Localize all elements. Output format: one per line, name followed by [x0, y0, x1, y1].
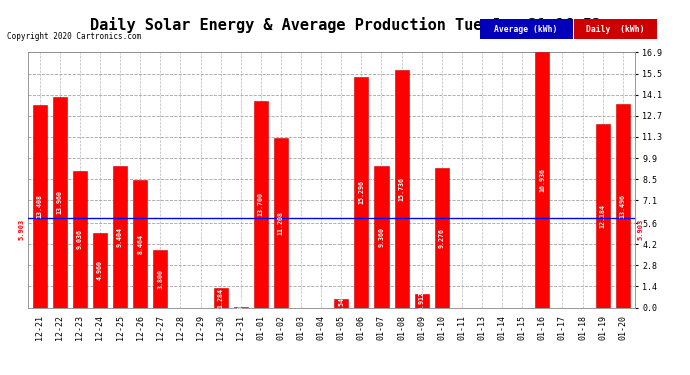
Text: 9.404: 9.404 [117, 226, 123, 246]
Text: 16.936: 16.936 [540, 168, 545, 192]
Bar [254, 101, 268, 308]
Text: 12.184: 12.184 [600, 204, 606, 228]
Text: 1.284: 1.284 [217, 288, 224, 308]
Text: 11.208: 11.208 [278, 211, 284, 235]
Bar [415, 294, 428, 308]
Text: Copyright 2020 Cartronics.com: Copyright 2020 Cartronics.com [7, 32, 141, 41]
Bar [274, 138, 288, 308]
Text: 9.276: 9.276 [439, 228, 445, 248]
Text: 0.912: 0.912 [419, 291, 424, 310]
Bar [535, 52, 549, 308]
Text: 15.736: 15.736 [399, 177, 404, 201]
Bar [395, 70, 408, 308]
Bar [113, 166, 127, 308]
Text: 0.548: 0.548 [338, 293, 344, 314]
Text: Average (kWh): Average (kWh) [495, 25, 558, 34]
Bar [32, 105, 47, 308]
Bar [153, 250, 168, 307]
Text: 3.800: 3.800 [157, 269, 164, 289]
Text: Daily  (kWh): Daily (kWh) [586, 25, 644, 34]
Text: Daily Solar Energy & Average Production Tue Jan 21 16:52: Daily Solar Energy & Average Production … [90, 17, 600, 33]
Text: 15.296: 15.296 [358, 180, 364, 204]
Bar [375, 166, 388, 308]
Text: 4.960: 4.960 [97, 260, 103, 280]
Bar [355, 77, 368, 308]
Text: 13.408: 13.408 [37, 194, 43, 218]
Bar [52, 97, 67, 308]
Bar [93, 232, 107, 308]
Bar [133, 180, 147, 308]
Text: 0.016: 0.016 [238, 297, 244, 317]
Text: 9.360: 9.360 [378, 227, 384, 247]
Text: 13.700: 13.700 [258, 192, 264, 216]
Text: 13.960: 13.960 [57, 190, 63, 214]
Bar [595, 124, 610, 308]
Bar [73, 171, 87, 308]
Text: 5.903: 5.903 [638, 218, 644, 240]
Text: 5.903: 5.903 [19, 218, 25, 240]
Bar [615, 104, 630, 308]
Text: 8.464: 8.464 [137, 234, 144, 254]
Bar [334, 299, 348, 307]
Bar [435, 168, 448, 308]
Text: 9.036: 9.036 [77, 230, 83, 249]
Text: 13.496: 13.496 [620, 194, 626, 217]
Bar [214, 288, 228, 308]
